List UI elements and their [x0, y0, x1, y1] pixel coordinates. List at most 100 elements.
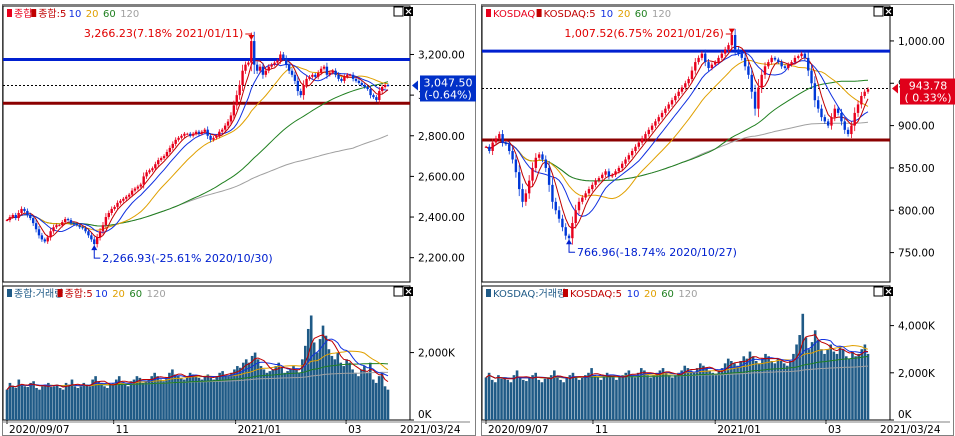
candle-body [26, 210, 29, 216]
candle-body [116, 202, 119, 207]
volume-bar [509, 382, 513, 420]
volume-bar [758, 363, 761, 420]
maximize-icon[interactable] [393, 286, 404, 297]
close-button[interactable] [884, 287, 893, 296]
close-x-mark [405, 8, 412, 15]
volume-bar [726, 358, 730, 420]
candle-body [375, 97, 378, 100]
candle-body [20, 208, 23, 213]
candle-body [714, 62, 717, 65]
candle-body [577, 201, 581, 211]
volume-bar [553, 370, 556, 420]
candle-body [524, 193, 528, 202]
candle-body [634, 146, 637, 151]
volume-bar [209, 377, 213, 420]
maximize-icon[interactable] [873, 6, 884, 17]
volume-bar [377, 376, 381, 420]
volume-bar [301, 359, 304, 420]
low-marker-arrow [566, 239, 573, 245]
kosdaq_price-candles [484, 28, 870, 245]
maximize-button[interactable] [393, 286, 404, 297]
volume-bar [348, 362, 351, 420]
low-annotation: 2,266.93(-25.61% 2020/10/30) [102, 252, 272, 265]
volume-bar [863, 344, 867, 420]
candle-body [52, 227, 55, 232]
candle-body [325, 66, 329, 75]
volume-bar [203, 376, 207, 420]
volume-bar [91, 379, 94, 420]
volume-bar [518, 377, 522, 420]
volume-bar [512, 375, 516, 420]
candle-body [273, 62, 276, 65]
candle-body [130, 190, 134, 195]
candle-body [863, 91, 866, 96]
candle-body [206, 129, 209, 136]
volume-bar [61, 389, 65, 420]
legend-label: 120 [652, 9, 671, 20]
volume-bar [801, 313, 805, 420]
volume-bar [655, 372, 659, 420]
candle-body [261, 66, 265, 75]
volume-ma5-line [485, 334, 869, 380]
candle-body [793, 57, 797, 63]
candle-body [820, 108, 823, 118]
maximize-button[interactable] [393, 6, 404, 17]
volume-bar [35, 387, 38, 420]
candle-body [521, 189, 524, 202]
volume-bar [770, 361, 774, 420]
volume-bar [103, 386, 106, 420]
volume-bar [44, 384, 47, 420]
candle-body [810, 70, 813, 84]
close-button[interactable] [884, 7, 893, 16]
volume-bar [748, 351, 752, 420]
volume-bar [265, 372, 269, 420]
candle-body [11, 215, 15, 218]
volume-bar [259, 366, 263, 420]
current-price-badge [900, 78, 955, 105]
x-tick-label: 11 [595, 424, 608, 436]
volume-bar [506, 379, 510, 420]
candle-body [328, 72, 332, 75]
candle-body [860, 95, 863, 105]
candle-body [107, 212, 110, 218]
candle-body [694, 62, 697, 71]
volume-bar [664, 372, 668, 420]
candle-body [674, 95, 677, 101]
low-annotation: 766.96(-18.74% 2020/10/27) [577, 246, 737, 259]
volume-bar [50, 386, 53, 420]
maximize-icon[interactable] [873, 286, 884, 297]
candle-body [218, 131, 221, 136]
candle-body [337, 74, 340, 79]
maximize-button[interactable] [873, 286, 884, 297]
volume-bar [540, 382, 544, 420]
x-tick-label: 2021/01 [238, 424, 282, 436]
candle-body [311, 74, 314, 77]
candle-body [98, 231, 102, 238]
candle-body [850, 125, 853, 135]
y-tick-label: 0K [418, 409, 433, 421]
candle-body [527, 180, 531, 194]
volume-bar [537, 379, 541, 420]
close-button[interactable] [404, 287, 413, 296]
volume-bar [571, 372, 575, 420]
candle-body [511, 151, 514, 160]
candle-body [84, 228, 87, 232]
candle-body [247, 62, 250, 65]
kospi_price-candles [5, 31, 390, 248]
maximize-icon[interactable] [393, 6, 404, 17]
maximize-button[interactable] [873, 6, 884, 17]
volume-bar [605, 372, 609, 420]
volume-bar [596, 377, 600, 420]
volume-bar [112, 382, 115, 420]
candle-body [544, 159, 547, 168]
close-button[interactable] [404, 7, 413, 16]
candle-body [360, 82, 364, 85]
x-end-label: 2021/03/24 [880, 424, 941, 436]
legend-label: KOSDAQ:5 [570, 289, 622, 300]
candle-body [707, 62, 710, 69]
volume-bar [590, 368, 593, 420]
current-price-value: 943.78 [909, 80, 948, 93]
legend-label: 20 [644, 289, 657, 300]
candle-body [790, 62, 793, 65]
candle-body [58, 225, 61, 227]
